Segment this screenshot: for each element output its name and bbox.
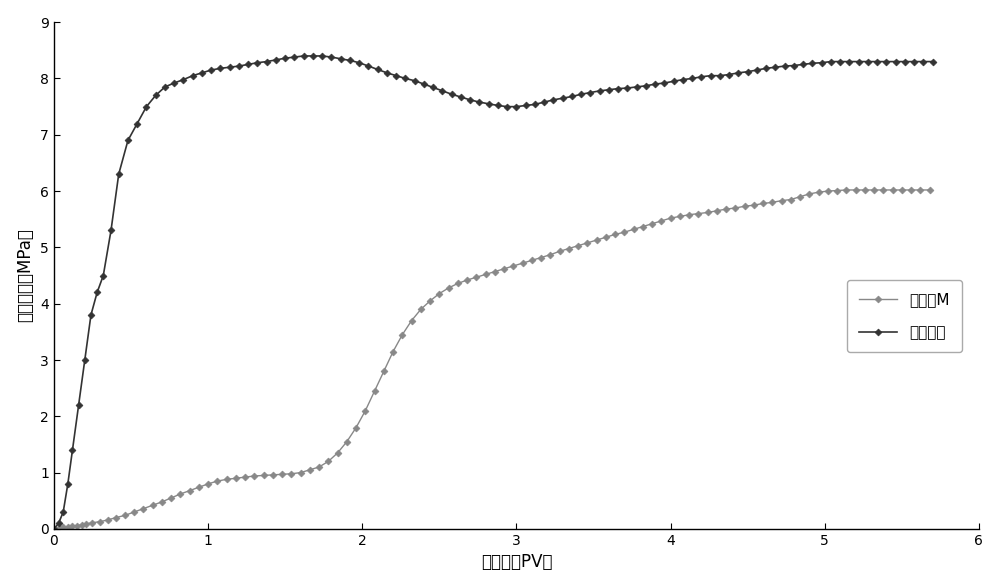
注菌种M xyxy=(48,526,60,533)
X-axis label: 注入量（PV）: 注入量（PV） xyxy=(481,553,552,572)
后继水驱 xyxy=(862,58,874,65)
后继水驱 xyxy=(224,64,236,71)
后继水驱 xyxy=(492,102,504,109)
Line: 后继水驱: 后继水驱 xyxy=(52,54,935,532)
后继水驱 xyxy=(566,93,578,100)
后继水驱 xyxy=(890,58,902,65)
后继水驱 xyxy=(298,52,310,59)
注菌种M xyxy=(840,186,852,193)
注菌种M xyxy=(184,487,196,494)
后继水驱 xyxy=(927,58,939,65)
注菌种M xyxy=(859,186,871,193)
Line: 注菌种M: 注菌种M xyxy=(52,188,932,532)
Y-axis label: 注入压力（MPa）: 注入压力（MPa） xyxy=(17,229,35,322)
后继水驱 xyxy=(48,526,60,533)
注菌种M xyxy=(554,248,566,255)
注菌种M xyxy=(480,271,492,278)
注菌种M xyxy=(221,476,233,483)
注菌种M xyxy=(924,186,936,193)
后继水驱 xyxy=(187,72,199,79)
注菌种M xyxy=(887,186,899,193)
Legend: 注菌种M, 后继水驱: 注菌种M, 后继水驱 xyxy=(847,280,962,352)
